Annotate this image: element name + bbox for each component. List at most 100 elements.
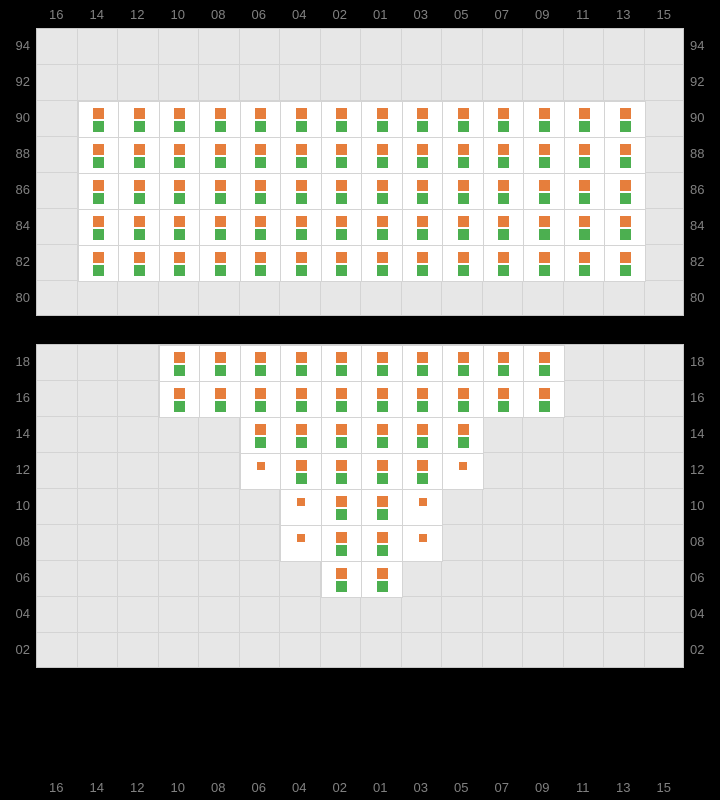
slot[interactable] bbox=[483, 173, 525, 210]
slot[interactable] bbox=[159, 173, 201, 210]
slot[interactable] bbox=[280, 453, 322, 490]
slot[interactable] bbox=[240, 453, 282, 490]
slot[interactable] bbox=[321, 101, 363, 138]
slot[interactable] bbox=[483, 101, 525, 138]
slot[interactable] bbox=[118, 209, 160, 246]
slot[interactable] bbox=[280, 209, 322, 246]
slot[interactable] bbox=[199, 245, 241, 282]
slot[interactable] bbox=[199, 173, 241, 210]
slot[interactable] bbox=[402, 453, 444, 490]
slot[interactable] bbox=[199, 101, 241, 138]
slot[interactable] bbox=[442, 245, 484, 282]
slot[interactable] bbox=[361, 137, 403, 174]
slot[interactable] bbox=[604, 173, 646, 210]
slot[interactable] bbox=[321, 137, 363, 174]
slot[interactable] bbox=[199, 381, 241, 418]
slot[interactable] bbox=[402, 245, 444, 282]
slot[interactable] bbox=[118, 173, 160, 210]
slot[interactable] bbox=[564, 137, 606, 174]
slot[interactable] bbox=[280, 173, 322, 210]
slot[interactable] bbox=[280, 489, 322, 526]
slot[interactable] bbox=[240, 417, 282, 454]
slot[interactable] bbox=[442, 137, 484, 174]
slot[interactable] bbox=[321, 345, 363, 382]
slot[interactable] bbox=[280, 381, 322, 418]
slot[interactable] bbox=[604, 137, 646, 174]
slot[interactable] bbox=[604, 209, 646, 246]
slot[interactable] bbox=[361, 209, 403, 246]
slot[interactable] bbox=[483, 345, 525, 382]
slot[interactable] bbox=[280, 137, 322, 174]
slot[interactable] bbox=[523, 101, 565, 138]
slot[interactable] bbox=[321, 173, 363, 210]
slot[interactable] bbox=[321, 417, 363, 454]
slot[interactable] bbox=[523, 173, 565, 210]
slot[interactable] bbox=[78, 245, 120, 282]
slot[interactable] bbox=[159, 245, 201, 282]
slot[interactable] bbox=[402, 101, 444, 138]
slot[interactable] bbox=[361, 381, 403, 418]
slot[interactable] bbox=[564, 101, 606, 138]
slot[interactable] bbox=[321, 453, 363, 490]
slot[interactable] bbox=[564, 245, 606, 282]
slot[interactable] bbox=[321, 245, 363, 282]
slot[interactable] bbox=[361, 525, 403, 562]
slot[interactable] bbox=[442, 417, 484, 454]
slot[interactable] bbox=[442, 381, 484, 418]
slot[interactable] bbox=[199, 137, 241, 174]
slot[interactable] bbox=[361, 101, 403, 138]
slot[interactable] bbox=[442, 345, 484, 382]
slot[interactable] bbox=[361, 561, 403, 598]
slot[interactable] bbox=[361, 417, 403, 454]
slot[interactable] bbox=[604, 245, 646, 282]
slot[interactable] bbox=[240, 209, 282, 246]
slot[interactable] bbox=[361, 489, 403, 526]
slot[interactable] bbox=[159, 381, 201, 418]
slot[interactable] bbox=[321, 561, 363, 598]
slot[interactable] bbox=[564, 209, 606, 246]
slot[interactable] bbox=[78, 137, 120, 174]
slot[interactable] bbox=[483, 245, 525, 282]
slot[interactable] bbox=[321, 525, 363, 562]
slot[interactable] bbox=[118, 101, 160, 138]
slot[interactable] bbox=[442, 173, 484, 210]
slot[interactable] bbox=[240, 137, 282, 174]
slot[interactable] bbox=[78, 209, 120, 246]
slot[interactable] bbox=[402, 137, 444, 174]
slot[interactable] bbox=[280, 525, 322, 562]
slot[interactable] bbox=[361, 173, 403, 210]
slot[interactable] bbox=[321, 209, 363, 246]
slot[interactable] bbox=[159, 209, 201, 246]
slot[interactable] bbox=[442, 453, 484, 490]
slot[interactable] bbox=[523, 245, 565, 282]
slot[interactable] bbox=[78, 173, 120, 210]
slot[interactable] bbox=[483, 209, 525, 246]
slot[interactable] bbox=[199, 209, 241, 246]
slot[interactable] bbox=[199, 345, 241, 382]
slot[interactable] bbox=[280, 101, 322, 138]
slot[interactable] bbox=[402, 209, 444, 246]
slot[interactable] bbox=[523, 381, 565, 418]
slot[interactable] bbox=[523, 345, 565, 382]
slot[interactable] bbox=[240, 381, 282, 418]
slot[interactable] bbox=[280, 417, 322, 454]
slot[interactable] bbox=[564, 173, 606, 210]
slot[interactable] bbox=[483, 381, 525, 418]
slot[interactable] bbox=[402, 381, 444, 418]
slot[interactable] bbox=[240, 245, 282, 282]
slot[interactable] bbox=[483, 137, 525, 174]
slot[interactable] bbox=[402, 173, 444, 210]
slot[interactable] bbox=[402, 525, 444, 562]
slot[interactable] bbox=[159, 101, 201, 138]
slot[interactable] bbox=[361, 453, 403, 490]
slot[interactable] bbox=[402, 345, 444, 382]
slot[interactable] bbox=[159, 137, 201, 174]
slot[interactable] bbox=[402, 417, 444, 454]
slot[interactable] bbox=[361, 245, 403, 282]
slot[interactable] bbox=[321, 489, 363, 526]
slot[interactable] bbox=[240, 173, 282, 210]
slot[interactable] bbox=[402, 489, 444, 526]
slot[interactable] bbox=[240, 101, 282, 138]
slot[interactable] bbox=[280, 345, 322, 382]
slot[interactable] bbox=[78, 101, 120, 138]
